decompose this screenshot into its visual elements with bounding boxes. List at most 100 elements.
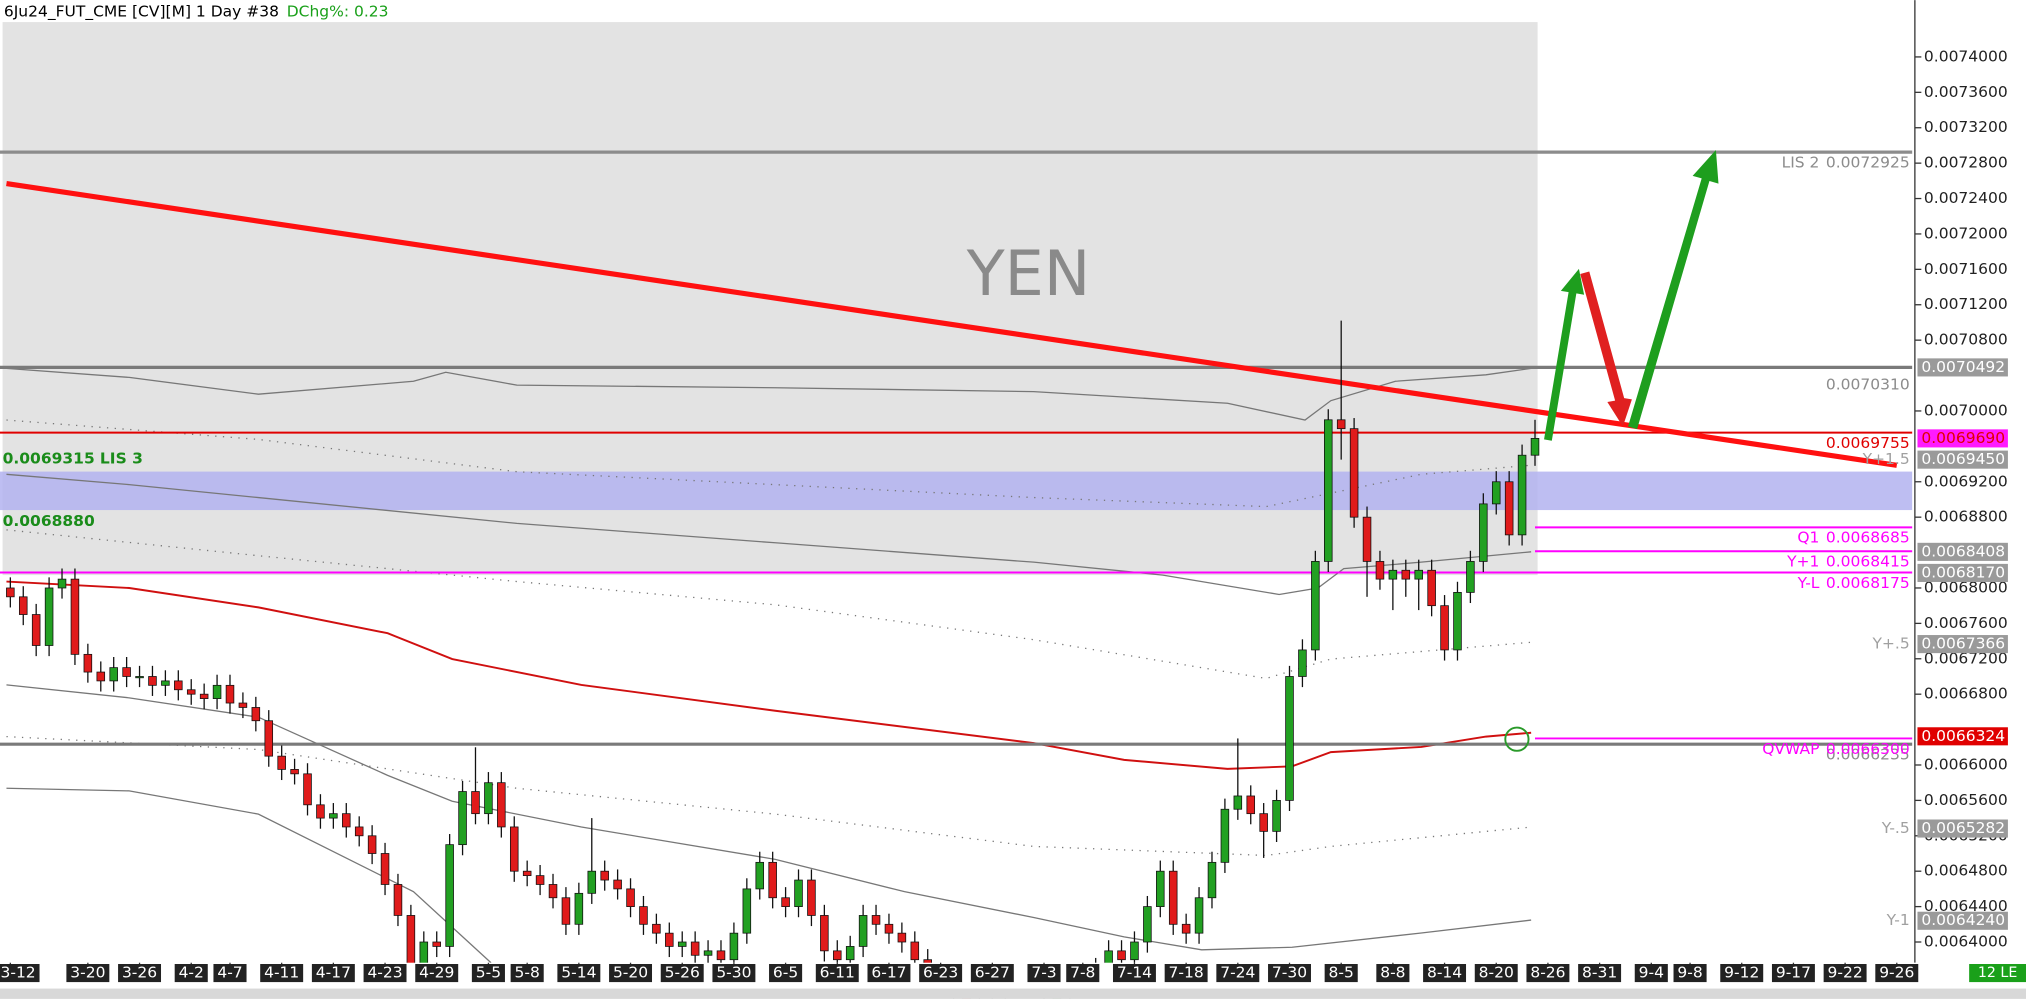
level-value: 0.0066300 — [1826, 739, 1910, 757]
candle-body — [277, 755, 286, 770]
x-tick-label: 5-5 — [476, 964, 501, 982]
x-tick-box — [118, 964, 162, 983]
x-tick-box — [363, 964, 407, 983]
candle-body — [677, 941, 687, 947]
candle-body — [729, 932, 739, 961]
candle-body — [406, 915, 416, 969]
y-tick-label: 0.0070800 — [1924, 331, 2008, 349]
candle-body — [432, 941, 441, 947]
candle-body — [44, 587, 54, 646]
candle-body — [70, 578, 80, 655]
candle-body — [1233, 795, 1243, 810]
lower-envelope — [6, 684, 1532, 951]
y-tick-label: 0.0070000 — [1924, 401, 2008, 419]
x-tick-label: 3-26 — [122, 964, 157, 982]
x-tick-box — [311, 964, 355, 983]
level-label: Y+1 0.0068415 — [1786, 552, 1910, 570]
subtitle: DChg%: 0.23 — [287, 2, 389, 20]
level-value: 0.0068415 — [1826, 552, 1910, 570]
candle-body — [1414, 569, 1423, 580]
candle-body — [768, 861, 777, 899]
candle-body — [1272, 800, 1281, 832]
candle-body — [57, 578, 67, 589]
level-name: LIS 2 — [1782, 153, 1820, 171]
x-tick-label: 9-8 — [1677, 964, 1702, 982]
candle-body — [471, 791, 480, 815]
candle-body — [833, 950, 842, 961]
x-tick-label: 4-2 — [179, 964, 204, 982]
candle-body — [329, 813, 338, 819]
candle-body — [690, 941, 700, 956]
up-arrow — [1628, 149, 1719, 430]
candle-body — [652, 923, 661, 934]
marker-tag: Y+.5 — [1871, 635, 1909, 653]
price-marker — [1917, 819, 2008, 838]
marker-tag: Y-.5 — [1881, 819, 1910, 837]
candle-body — [535, 875, 545, 885]
candle-body — [1207, 861, 1217, 899]
watermark: YEN — [966, 237, 1090, 310]
candle-body — [858, 915, 868, 947]
candle-body — [1362, 516, 1372, 562]
y-tick-label: 0.0071600 — [1924, 260, 2008, 278]
level-value: 0.0066235 — [1826, 745, 1910, 763]
candle-body — [316, 804, 325, 819]
x-tick-label: 6-5 — [773, 964, 798, 982]
x-tick-box — [1771, 964, 1815, 983]
level-value: 0.0068685 — [1826, 528, 1910, 546]
x-tick-label: 5-20 — [613, 964, 648, 982]
x-tick-label: 4-3-12 — [0, 964, 36, 982]
candle-body — [380, 853, 390, 885]
x-tick-label: 9-12 — [1724, 964, 1759, 982]
x-tick-box — [1823, 964, 1867, 983]
candle-body — [807, 879, 816, 916]
candle-body — [1530, 438, 1540, 456]
upper-envelope — [6, 367, 1532, 421]
x-tick-box — [1423, 964, 1467, 983]
x-tick-box — [1526, 964, 1570, 983]
x-tick-label: 8-26 — [1530, 964, 1565, 982]
candle-body — [1324, 419, 1333, 562]
candle-body — [1143, 906, 1152, 943]
x-tick-box — [1634, 964, 1668, 983]
x-tick-label: 5-14 — [561, 964, 596, 982]
candle-body — [626, 888, 635, 907]
candle-body — [458, 791, 467, 846]
x-tick-box — [1376, 964, 1410, 983]
candle-body — [1349, 428, 1359, 518]
x-tick-box — [867, 964, 911, 983]
candle-body — [1259, 813, 1268, 832]
x-tick-label: 7-14 — [1117, 964, 1152, 982]
x-tick-label: 4-29 — [419, 964, 454, 982]
x-tick-label: 8-31 — [1582, 964, 1617, 982]
x-tick-label: 9-22 — [1828, 964, 1863, 982]
price-marker-label: 0.0067366 — [1921, 635, 2005, 653]
trend-line — [6, 181, 1898, 468]
dotted-envelope — [6, 735, 1532, 857]
price-marker-label: 0.0070492 — [1921, 358, 2005, 376]
price-marker — [1917, 450, 2008, 469]
candle-body — [781, 897, 790, 907]
candle-body — [1117, 950, 1126, 961]
candle-body — [561, 897, 571, 925]
candle-body — [897, 932, 907, 943]
chart-title: 6Ju24_FUT_CME [CV][M] 1 Day #38 DChg%: 0.… — [4, 2, 389, 21]
x-tick-label: 6-11 — [820, 964, 855, 982]
band-value: 0.0069315 — [3, 449, 95, 467]
x-tick-label: 8-5 — [1329, 964, 1354, 982]
y-tick-label: 0.0073200 — [1924, 118, 2008, 136]
x-tick-box — [1578, 964, 1622, 983]
x-tick-label: 6-23 — [923, 964, 958, 982]
candle-body — [1220, 808, 1230, 863]
x-tick-box — [213, 964, 247, 983]
candle-body — [1130, 941, 1139, 961]
x-tick-label: 6-17 — [871, 964, 906, 982]
candle-body — [1440, 605, 1449, 651]
x-tick-box — [660, 964, 704, 983]
y-tick-label: 0.0065600 — [1924, 791, 2008, 809]
marker-tag: Y+1.5 — [1862, 450, 1910, 468]
candle-body — [1156, 870, 1165, 907]
candle-body — [18, 596, 28, 615]
